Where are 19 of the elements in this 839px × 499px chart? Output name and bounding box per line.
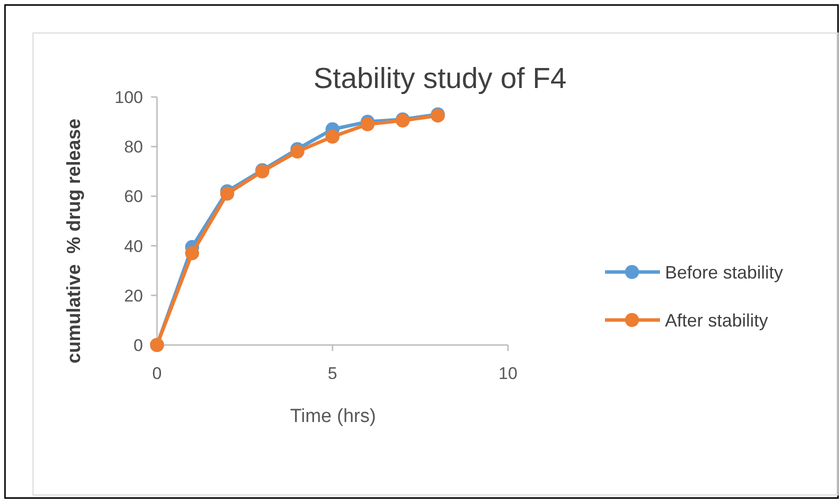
x-axis-title: Time (hrs) <box>290 406 376 427</box>
point <box>326 130 340 144</box>
y-tick-label: 40 <box>124 236 143 256</box>
x-tick-label: 0 <box>152 364 162 383</box>
legend-label: Before stability <box>665 262 784 282</box>
point <box>360 117 375 132</box>
x-tick-label: 5 <box>328 364 338 383</box>
y-tick-label: 80 <box>124 138 143 157</box>
y-tick-label: 60 <box>124 187 143 206</box>
y-tick-label: 100 <box>114 88 143 107</box>
y-tick-label: 20 <box>124 286 143 306</box>
legend-label: After stability <box>665 310 768 330</box>
point <box>220 186 234 201</box>
x-tick-label: 10 <box>498 364 518 383</box>
point <box>290 144 304 159</box>
y-axis-title: cumulative % drug release <box>64 118 85 364</box>
point <box>185 246 200 260</box>
y-tick-label: 0 <box>134 336 143 355</box>
chart-title: Stability study of F4 <box>313 63 567 95</box>
